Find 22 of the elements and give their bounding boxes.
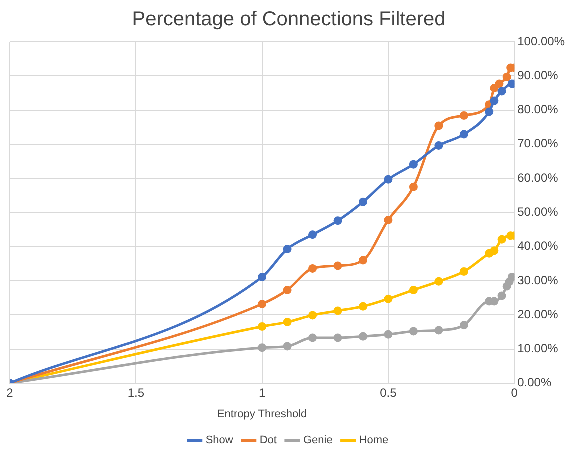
y-tick-label: 70.00% <box>518 136 559 151</box>
x-tick-label: 1 <box>258 386 266 400</box>
y-tick-label: 90.00% <box>518 68 559 82</box>
x-axis-title: Entropy Threshold <box>217 408 308 420</box>
x-tick-label: 1.5 <box>128 386 145 400</box>
y-tick-label: 20.00% <box>518 307 559 322</box>
x-tick-label: 0 <box>511 386 518 400</box>
y-tick-label: 40.00% <box>518 239 559 254</box>
y-tick-label: 50.00% <box>518 205 559 220</box>
y-tick-label: 100.00% <box>518 34 566 48</box>
y-tick-label: 30.00% <box>518 273 559 288</box>
chart-title: Percentage of Connections Filtered <box>132 8 446 31</box>
legend-label: Genie <box>303 434 333 447</box>
x-tick-label: 2 <box>6 386 14 400</box>
y-tick-label: 80.00% <box>518 102 559 117</box>
y-tick-label: 10.00% <box>518 342 559 356</box>
x-tick-label: 0.5 <box>380 386 398 400</box>
legend-label: Dot <box>260 434 277 447</box>
legend-label: Home <box>359 434 389 447</box>
legend-label: Show <box>206 434 234 447</box>
y-tick-label: 60.00% <box>518 170 559 185</box>
y-tick-label: 0.00% <box>518 376 552 390</box>
